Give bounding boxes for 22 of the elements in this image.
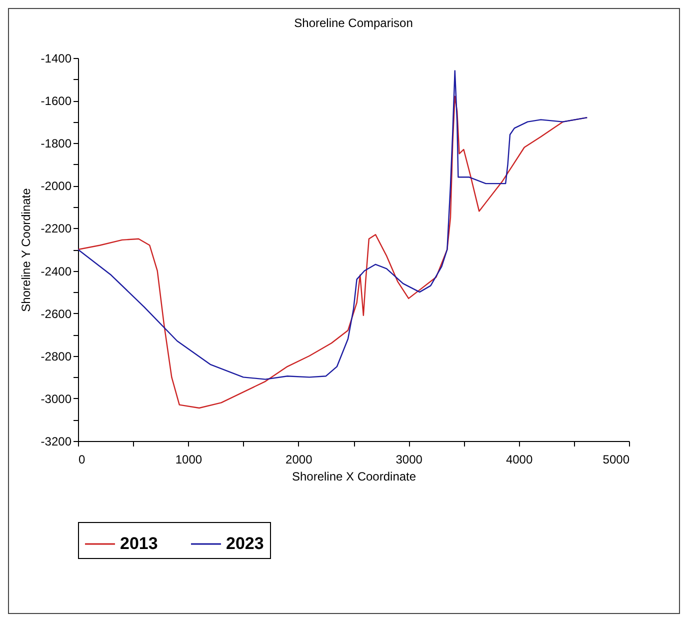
y-tick-label: -3200 — [40, 434, 72, 448]
y-tick-label: -1400 — [40, 52, 72, 66]
y-tick-label: -2200 — [40, 222, 72, 236]
y-tick-label: -2600 — [40, 306, 72, 321]
y-tick-label: -3000 — [40, 392, 72, 406]
x-tick-label: 1000 — [175, 452, 202, 466]
legend-label: 2023 — [226, 534, 264, 553]
x-tick-label: 0 — [78, 452, 86, 466]
x-tick-label: 4000 — [506, 452, 533, 466]
y-tick-label: -2000 — [40, 179, 72, 194]
y-tick-label: -2800 — [40, 349, 72, 364]
x-axis-title: Shoreline X Coordinate — [292, 470, 416, 484]
x-tick-label: 3000 — [396, 452, 423, 466]
chart-title: Shoreline Comparison — [294, 16, 413, 30]
y-tick-label: -2400 — [40, 264, 72, 278]
x-tick-label: 2000 — [286, 452, 313, 466]
x-tick-label: 5000 — [602, 452, 630, 466]
y-axis-title: Shoreline Y Coordinate — [18, 188, 33, 312]
y-tick-label: -1600 — [40, 94, 72, 108]
legend-label: 2013 — [120, 534, 158, 553]
y-tick-label: -1800 — [40, 136, 72, 151]
line-series — [78, 70, 588, 380]
